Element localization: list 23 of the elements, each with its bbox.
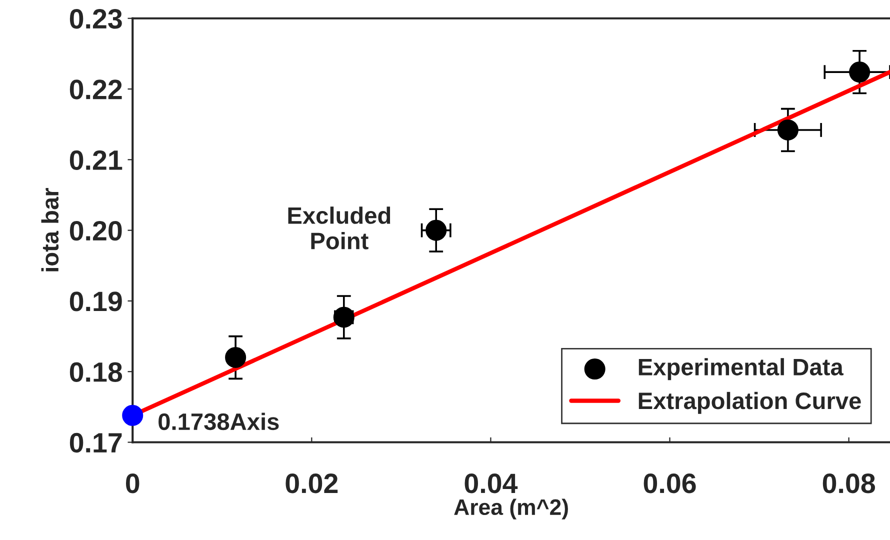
point (777, 119, 798, 141)
y-tick-label: 0.23 (70, 9, 122, 29)
point (426, 220, 447, 241)
x-axis-title: Area (m^2) (454, 498, 568, 520)
x-tick-label: 0.04 (464, 474, 518, 494)
y-tick-label: 0.20 (70, 220, 122, 241)
point (225, 346, 246, 368)
x-tick-label: 0 (126, 474, 140, 494)
annotation: Excluded Point (288, 206, 390, 250)
y-tick-label: 0.17 (70, 432, 122, 453)
point (849, 62, 870, 83)
x-tick-label: 0.06 (644, 474, 696, 494)
annotation: 0.1738Axis (158, 412, 279, 430)
x-tick-label: 0.02 (286, 474, 338, 494)
y-tick-label: 0.22 (70, 80, 122, 100)
legend-label: Extrapolation Curve (638, 392, 861, 414)
y-axis-title: iota bar (41, 188, 59, 272)
point (122, 404, 144, 426)
x-tick-label: 0.08 (822, 474, 875, 494)
y-tick-label: 0.18 (70, 362, 122, 382)
y-tick-label: 0.21 (70, 150, 122, 170)
legend-label: Experimental Data (638, 358, 844, 380)
y-tick-label: 0.19 (70, 292, 122, 312)
